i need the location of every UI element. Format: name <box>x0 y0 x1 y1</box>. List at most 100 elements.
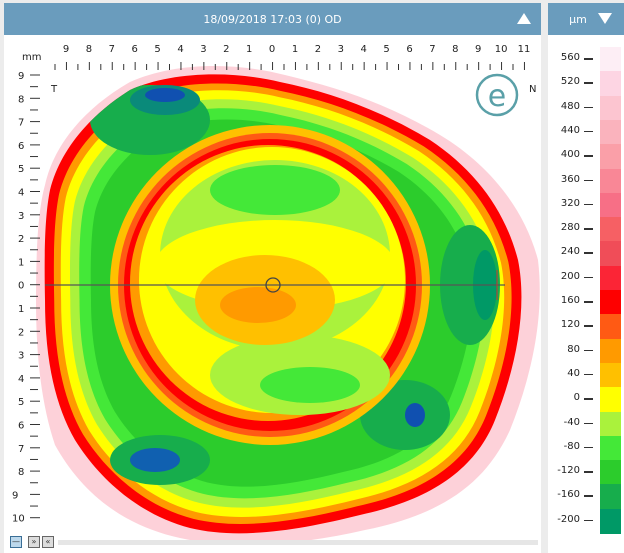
y-tick-label: 8 <box>18 94 24 105</box>
legend-swatch <box>600 435 621 461</box>
legend-tick <box>584 228 593 230</box>
legend-panel: µm 560 520 480 440 400 360 320 280 240 2… <box>548 3 624 553</box>
legend-swatch <box>600 119 621 145</box>
legend-tick <box>584 446 593 449</box>
x-tick-label: 2 <box>223 44 229 55</box>
x-axis: 9 8 7 6 5 4 3 2 1 0 1 2 3 4 5 6 7 8 9 10 11 <box>54 44 531 70</box>
legend-swatch <box>600 387 621 413</box>
x-tick-label: 1 <box>292 44 298 55</box>
legend-label: 520 <box>560 76 580 88</box>
legend-label: 200 <box>560 270 580 282</box>
legend-label: -160 <box>557 489 580 501</box>
map-contours <box>36 65 540 545</box>
exam-title: 18/09/2018 17:03 (0) OD <box>203 12 342 26</box>
legend-tick <box>584 422 593 424</box>
x-tick-label: 5 <box>154 44 160 55</box>
legend-tick <box>584 495 593 497</box>
legend-swatch <box>600 95 621 121</box>
legend-swatch <box>600 192 621 218</box>
svg-text:e: e <box>488 79 506 114</box>
legend-swatch <box>600 460 621 486</box>
y-tick-label: 9 <box>18 71 24 82</box>
legend-swatch <box>600 290 621 315</box>
legend-label: 400 <box>560 149 580 161</box>
double-chevron-down-icon[interactable]: » <box>28 536 40 548</box>
legend-swatch <box>600 411 621 437</box>
legend-swatch <box>600 71 621 97</box>
legend-tick <box>584 519 593 522</box>
legend-tick <box>584 325 593 327</box>
x-tick-label: 4 <box>361 44 367 55</box>
legend-tick <box>584 398 593 400</box>
nasal-marker: N <box>529 84 536 95</box>
y-tick-label: 4 <box>18 188 24 199</box>
x-tick-label: 11 <box>518 44 531 55</box>
y-tick-label: 5 <box>18 164 24 175</box>
legend-tick <box>584 155 593 157</box>
x-tick-label: 6 <box>132 44 138 55</box>
thickness-map[interactable]: e mm T N 9 8 7 6 5 4 3 2 1 0 1 2 3 4 5 6 7 8 9 10 11 9876543… <box>0 0 545 553</box>
legend-label: 480 <box>560 100 580 112</box>
y-tick-label: 3 <box>18 211 24 222</box>
y-tick-label: 4 <box>18 374 24 385</box>
legend-swatch <box>600 484 621 510</box>
minus-icon[interactable]: — <box>10 536 22 548</box>
legend-label: 160 <box>560 295 580 306</box>
legend-swatch <box>600 144 621 170</box>
y-tick-label: 0 <box>18 281 24 292</box>
unit-label: mm <box>22 52 41 63</box>
legend-label: -80 <box>563 440 580 452</box>
legend-swatch <box>600 241 621 267</box>
temporal-marker: T <box>50 84 58 95</box>
legend-tick <box>584 471 593 473</box>
legend-label: -40 <box>563 416 580 428</box>
legend-label: 80 <box>567 343 580 355</box>
legend-tick <box>584 349 593 352</box>
x-tick-label: 4 <box>177 44 183 55</box>
y-tick-label: 9 <box>12 490 18 501</box>
triangle-up-icon[interactable] <box>517 13 531 24</box>
x-tick-label: 9 <box>63 44 69 55</box>
unit-label: µm <box>569 12 587 26</box>
map-header: 18/09/2018 17:03 (0) OD <box>4 3 541 35</box>
legend-swatch <box>600 314 621 340</box>
legend-tick <box>584 179 593 181</box>
legend-swatch <box>600 217 621 243</box>
logo: e <box>475 73 519 117</box>
center-marker <box>265 277 281 293</box>
legend-label: 440 <box>560 124 580 136</box>
y-tick-label: 2 <box>18 234 24 245</box>
x-tick-label: 7 <box>109 44 115 55</box>
y-tick-label: 1 <box>18 304 24 315</box>
legend-tick <box>584 373 593 376</box>
legend-swatch <box>600 338 621 364</box>
y-tick-label: 7 <box>18 444 24 455</box>
legend-tick <box>584 203 593 206</box>
x-tick-label: 3 <box>200 44 206 55</box>
double-chevron-up-icon[interactable]: « <box>42 536 54 548</box>
triangle-down-icon[interactable] <box>598 13 612 24</box>
x-tick-label: 1 <box>246 44 252 55</box>
legend-label: 280 <box>560 222 580 234</box>
x-tick-label: 0 <box>269 44 275 55</box>
legend-swatch <box>600 265 621 291</box>
x-tick-label: 7 <box>429 44 435 55</box>
x-tick-label: 5 <box>383 44 389 55</box>
y-tick-label: 6 <box>18 141 24 152</box>
horizontal-scrollbar[interactable] <box>58 540 538 545</box>
legend-label: 0 <box>573 392 580 404</box>
legend-tick <box>584 106 593 109</box>
x-tick-label: 10 <box>495 44 508 55</box>
legend-tick <box>584 252 593 254</box>
legend-header[interactable]: µm <box>548 3 624 35</box>
legend-tick <box>584 130 593 133</box>
x-tick-label: 8 <box>452 44 458 55</box>
y-tick-label: 6 <box>18 421 24 432</box>
y-tick-label: 10 <box>12 514 25 525</box>
legend-tick <box>584 301 593 303</box>
y-tick-label: 5 <box>18 397 24 408</box>
x-tick-label: 6 <box>406 44 412 55</box>
y-tick-label: 3 <box>18 351 24 362</box>
y-tick-label: 8 <box>18 467 24 478</box>
x-tick-label: 8 <box>86 44 92 55</box>
